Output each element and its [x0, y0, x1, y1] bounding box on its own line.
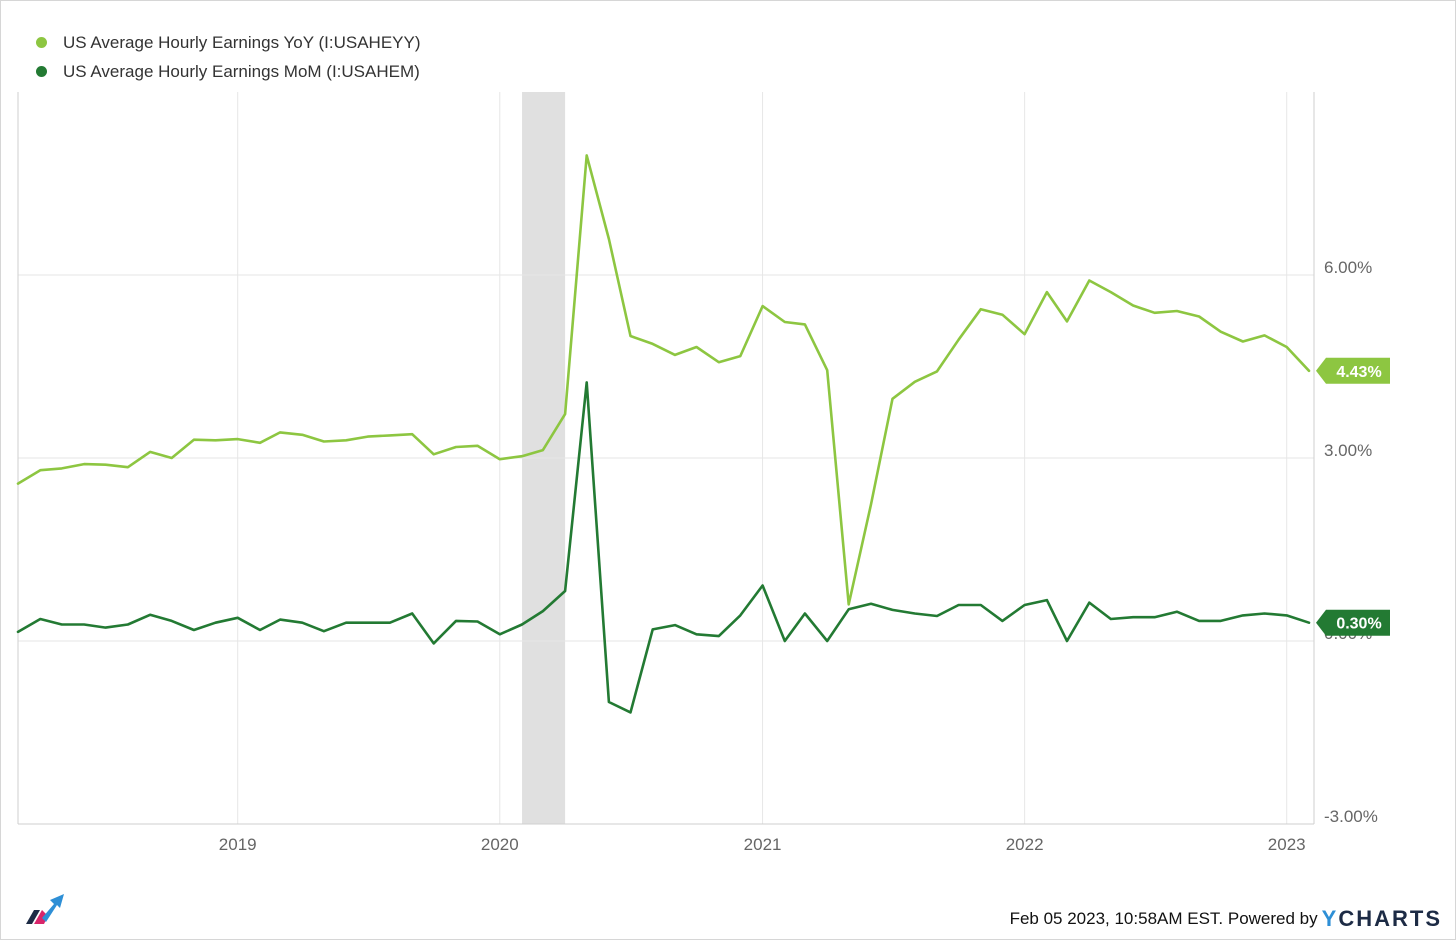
end-label-text: 4.43%: [1336, 364, 1381, 381]
footer: Feb 05 2023, 10:58AM EST. Powered by YCH…: [1010, 906, 1442, 932]
plot-frame: [17, 92, 1315, 825]
y-tick-label: 6.00%: [1324, 258, 1372, 277]
legend-swatch-yoy: [36, 37, 47, 48]
x-tick-label: 2020: [481, 835, 519, 854]
logo-arrow: [42, 894, 64, 922]
ycharts-brand[interactable]: YCHARTS: [1322, 906, 1442, 932]
end-label-text: 0.30%: [1336, 616, 1381, 633]
line-chart: 6.00%3.00%0.00%-3.00% 201920202021202220…: [16, 92, 1390, 854]
y-tick-label: -3.00%: [1324, 807, 1378, 826]
legend-label-mom: US Average Hourly Earnings MoM (I:USAHEM…: [63, 61, 420, 81]
gridlines: [18, 92, 1314, 824]
y-axis: 6.00%3.00%0.00%-3.00%: [1324, 258, 1378, 826]
legend: US Average Hourly Earnings YoY (I:USAHEY…: [36, 28, 421, 86]
y-tick-label: 3.00%: [1324, 441, 1372, 460]
series-line-1[interactable]: [16, 381, 1311, 714]
end-label-0: 4.43%: [1316, 357, 1390, 384]
x-tick-label: 2019: [219, 835, 257, 854]
brand-rest: CHARTS: [1338, 906, 1442, 931]
end-labels: 4.43% 0.30%: [1316, 357, 1390, 636]
series-lines: [16, 154, 1311, 714]
end-label-tag: [1316, 357, 1390, 384]
x-tick-label: 2021: [744, 835, 782, 854]
end-label-1: 0.30%: [1316, 609, 1390, 636]
logo-bar-dark: [26, 910, 40, 924]
x-tick-label: 2023: [1268, 835, 1306, 854]
footer-timestamp: Feb 05 2023, 10:58AM EST. Powered by: [1009, 909, 1318, 928]
legend-item-mom[interactable]: US Average Hourly Earnings MoM (I:USAHEM…: [36, 57, 421, 86]
legend-label-yoy: US Average Hourly Earnings YoY (I:USAHEY…: [63, 32, 421, 52]
legend-item-yoy[interactable]: US Average Hourly Earnings YoY (I:USAHEY…: [36, 28, 421, 57]
x-axis: 2019 2020 2021 2022 2023: [219, 835, 1306, 854]
legend-swatch-mom: [36, 66, 47, 77]
end-label-tag: [1316, 609, 1390, 636]
ycharts-corner-logo: [24, 890, 72, 933]
series-line-0[interactable]: [16, 154, 1311, 606]
x-tick-label: 2022: [1006, 835, 1044, 854]
brand-y: Y: [1321, 906, 1339, 931]
